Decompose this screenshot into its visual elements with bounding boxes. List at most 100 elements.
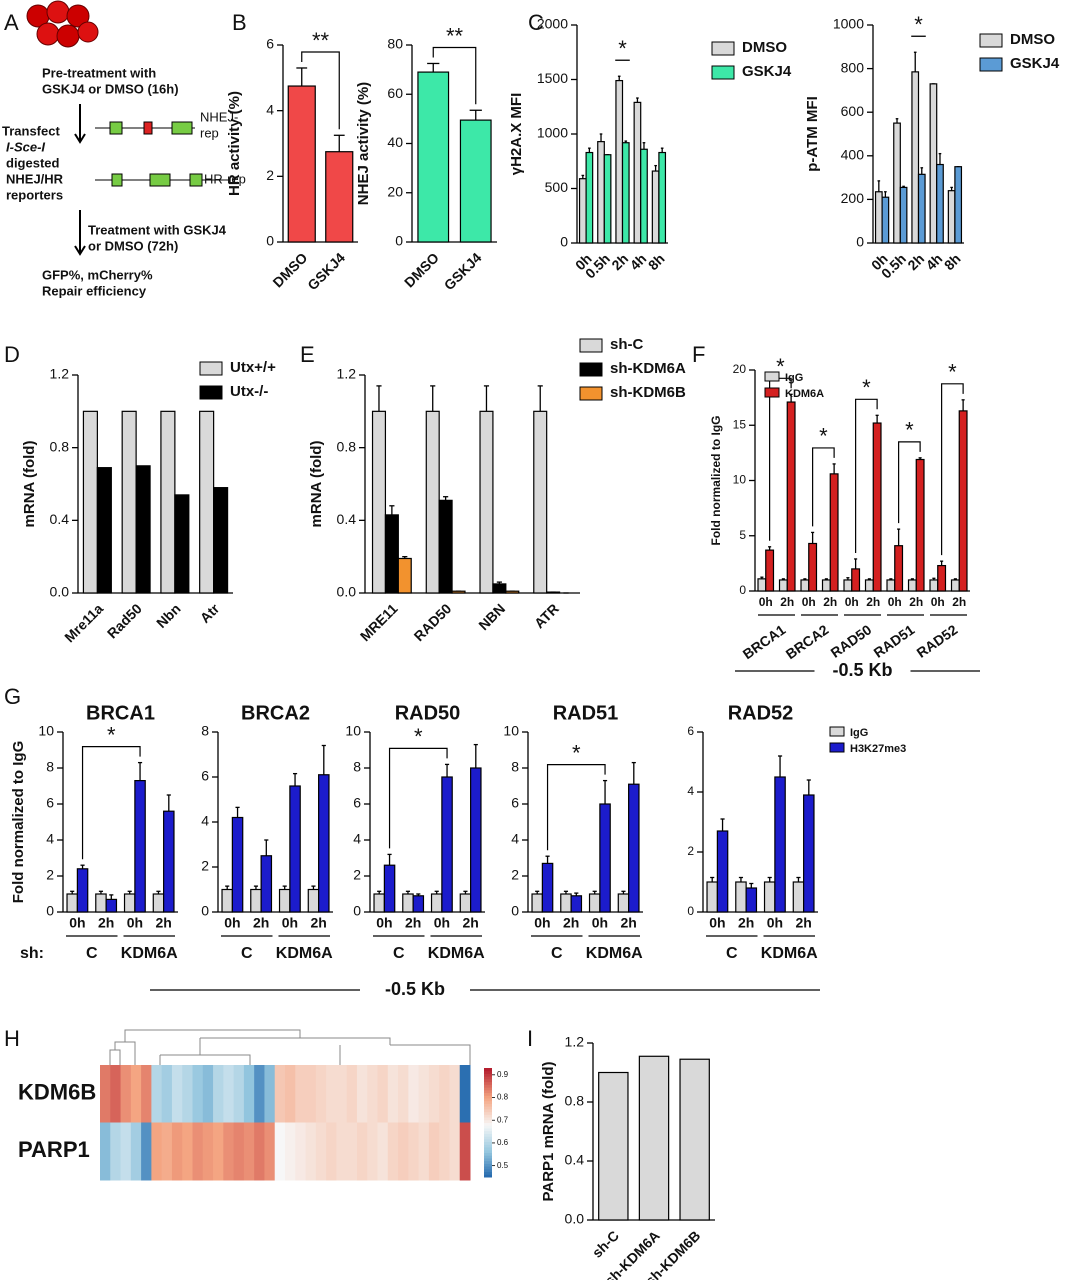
bar (260, 855, 273, 913)
bar (307, 888, 320, 913)
colorbar-step (484, 1160, 492, 1164)
group-label: KDM6A (586, 945, 643, 962)
x-tick-label: 0h (931, 595, 945, 609)
y-tick-label: 4 (46, 831, 54, 847)
bar (417, 71, 450, 243)
y-tick-label: 6 (511, 795, 519, 811)
significance: * (948, 360, 957, 385)
y-tick-label: 0.4 (50, 511, 70, 527)
row-label: KDM6B (18, 1080, 96, 1105)
dendrogram (109, 1029, 471, 1065)
bar (638, 1055, 670, 1221)
bar (786, 401, 796, 592)
heatmap-cell (418, 1122, 430, 1181)
heatmap-cell (254, 1065, 265, 1123)
x-tick-label: RAD50 (411, 600, 455, 644)
y-tick-label: 0 (739, 583, 746, 597)
colorbar-step (484, 1136, 492, 1140)
bar (76, 868, 89, 913)
bar (640, 148, 648, 244)
group-label: RAD52 (914, 621, 961, 661)
heatmap-cell (192, 1122, 204, 1181)
heatmap-cell (295, 1065, 307, 1123)
y-tick-label: 0.0 (337, 584, 357, 600)
x-tick-label: 2h (866, 595, 880, 609)
colorbar-step (484, 1068, 492, 1072)
bar (533, 410, 548, 594)
panel-label: C (528, 10, 544, 35)
heatmap-cell (151, 1122, 163, 1181)
heatmap-cell (305, 1065, 317, 1123)
x-tick-label: 0h (888, 595, 902, 609)
legend-swatch (579, 362, 603, 377)
bar (289, 785, 301, 913)
bar (745, 887, 758, 913)
diagram-text: HR-rep (204, 171, 246, 186)
heatmap-cell (161, 1065, 173, 1123)
legend-label: GSKJ4 (1010, 55, 1060, 72)
bar (570, 895, 583, 913)
bar (199, 410, 215, 594)
colorbar-step (484, 1163, 492, 1167)
bar (492, 583, 507, 594)
y-tick-label: 6 (266, 36, 274, 52)
y-tick-label: 6 (201, 768, 209, 784)
y-tick-label: 8 (511, 759, 519, 775)
heatmap-cell (243, 1065, 255, 1123)
bar (800, 579, 810, 592)
bar (459, 893, 472, 913)
heatmap-cell (233, 1122, 245, 1181)
panel-label: G (4, 684, 21, 709)
heatmap-cell (439, 1122, 450, 1181)
chart-title: RAD51 (553, 702, 619, 724)
bar (505, 590, 520, 594)
bar (603, 154, 612, 244)
y-tick-label: 1000 (833, 16, 864, 32)
legend-label: Utx-/- (230, 383, 268, 400)
panel-label: F (692, 342, 705, 367)
bar (371, 410, 387, 594)
x-tick-label: 2h (405, 915, 421, 931)
footer-label: -0.5 Kb (385, 979, 445, 999)
bar (763, 881, 776, 913)
y-tick-label: 20 (387, 183, 403, 199)
panel-label: E (300, 342, 315, 367)
colorbar-step (484, 1119, 492, 1123)
y-tick-label: 0.0 (50, 584, 70, 600)
y-tick-label: 8 (201, 723, 209, 739)
legend-swatch (579, 386, 603, 401)
bar (617, 893, 630, 913)
legend-swatch (829, 726, 845, 737)
bar (121, 410, 137, 594)
bar (425, 410, 440, 594)
group-label: KDM6A (276, 945, 333, 962)
colorbar-step (484, 1106, 492, 1110)
x-tick-label: DMSO (269, 249, 310, 290)
y-tick-label: 400 (841, 147, 865, 163)
heatmap-cell (398, 1065, 409, 1123)
group-label: BRCA2 (783, 621, 832, 662)
y-tick-label: 10 (503, 723, 519, 739)
bar (152, 893, 165, 913)
y-tick-label: 0.8 (50, 438, 70, 454)
group-label: RAD51 (871, 621, 918, 661)
y-tick-label: 0.8 (565, 1093, 585, 1109)
chart-title: BRCA1 (86, 702, 155, 724)
bar (899, 186, 908, 244)
y-tick-label: 4 (353, 831, 361, 847)
x-tick-label: 2h (310, 915, 326, 931)
bar (599, 803, 611, 913)
x-tick-label: 2h (620, 915, 636, 931)
heatmap-cell (274, 1065, 286, 1123)
y-tick-label: 0 (46, 903, 54, 919)
heatmap-cell (141, 1065, 152, 1123)
heatmap-cell (428, 1065, 440, 1123)
heatmap-cell (439, 1065, 450, 1123)
x-tick-label: Mre11a (61, 600, 106, 645)
significance: * (905, 418, 914, 443)
diagram-text: I-Sce-I (6, 139, 45, 154)
y-axis-title: Fold normalized to IgG (10, 741, 27, 904)
diagram-text: Pre-treatment with (42, 65, 156, 80)
bar (383, 864, 396, 913)
x-tick-label: 0h (534, 915, 550, 931)
